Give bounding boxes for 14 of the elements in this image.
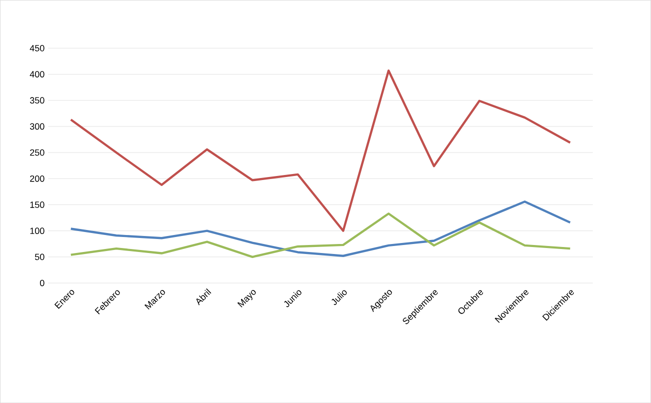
y-tick-label: 200 xyxy=(30,175,44,182)
y-tick-label: 250 xyxy=(30,149,44,156)
line-series xyxy=(70,200,572,257)
y-tick-label: 0 xyxy=(40,280,44,286)
x-tick-label: Julio xyxy=(332,290,347,305)
line-series xyxy=(70,212,572,258)
y-tick-label: 100 xyxy=(30,228,44,234)
line-series xyxy=(70,69,572,232)
y-tick-label: 300 xyxy=(30,123,44,130)
y-tick-label: 400 xyxy=(30,71,44,78)
y-tick-label: 150 xyxy=(30,201,44,208)
y-tick-label: 50 xyxy=(35,254,44,260)
y-tick-label: 450 xyxy=(30,44,44,52)
y-tick-label: 350 xyxy=(30,97,44,104)
